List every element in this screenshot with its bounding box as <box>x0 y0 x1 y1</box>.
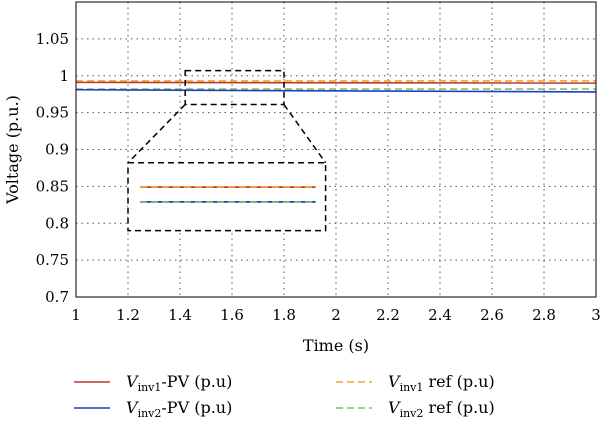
zoom-source-box <box>184 69 285 106</box>
series-line <box>75 81 597 84</box>
legend-entry: Vinv1 ref (p.u) <box>388 372 495 394</box>
zoom-inset-box <box>127 162 327 232</box>
x-tick-label: 2.4 <box>428 306 452 324</box>
x-tick-label: 2.8 <box>532 306 556 324</box>
legend-entry: Vinv2 ref (p.u) <box>388 398 495 420</box>
zoom-inset <box>127 69 327 232</box>
y-tick-labels: 0.7 0.75 0.8 0.85 0.9 0.95 1 1.05 <box>36 30 69 306</box>
y-tick-label: 1 <box>59 67 69 85</box>
x-tick-label: 1.2 <box>116 306 140 324</box>
y-tick-label: 1.05 <box>36 30 69 48</box>
y-tick-label: 0.7 <box>45 288 69 306</box>
plot-frame <box>75 1 597 298</box>
series-line <box>75 88 597 93</box>
x-axis-label: Time (s) <box>303 336 369 355</box>
x-tick-label: 1 <box>71 306 81 324</box>
grid-lines <box>76 2 596 297</box>
y-tick-label: 0.95 <box>36 104 69 122</box>
zoom-connector-left <box>127 103 186 164</box>
zoom-connector-right <box>283 104 327 164</box>
x-tick-label: 1.8 <box>272 306 296 324</box>
x-tick-label: 2 <box>331 306 341 324</box>
x-tick-label: 2.2 <box>376 306 400 324</box>
x-tick-labels: 1 1.2 1.4 1.6 1.8 2 2.2 2.4 2.6 2.8 3 <box>71 306 600 324</box>
y-axis-label: Voltage (p.u.) <box>3 95 22 205</box>
y-tick-label: 0.8 <box>45 214 69 232</box>
legend-entry: Vinv1-PV (p.u) <box>126 372 232 394</box>
x-tick-label: 1.4 <box>168 306 192 324</box>
legend: Vinv1-PV (p.u) Vinv2-PV (p.u) Vinv1 ref (p… <box>74 372 495 420</box>
y-tick-label: 0.75 <box>36 251 69 269</box>
y-tick-label: 0.85 <box>36 177 69 195</box>
y-tick-label: 0.9 <box>45 141 69 159</box>
x-tick-label: 1.6 <box>220 306 244 324</box>
zoom-inset-bg <box>128 162 326 231</box>
legend-entry: Vinv2-PV (p.u) <box>126 398 232 420</box>
x-tick-label: 2.6 <box>480 306 504 324</box>
series-lines <box>75 80 597 93</box>
x-tick-label: 3 <box>591 306 600 324</box>
